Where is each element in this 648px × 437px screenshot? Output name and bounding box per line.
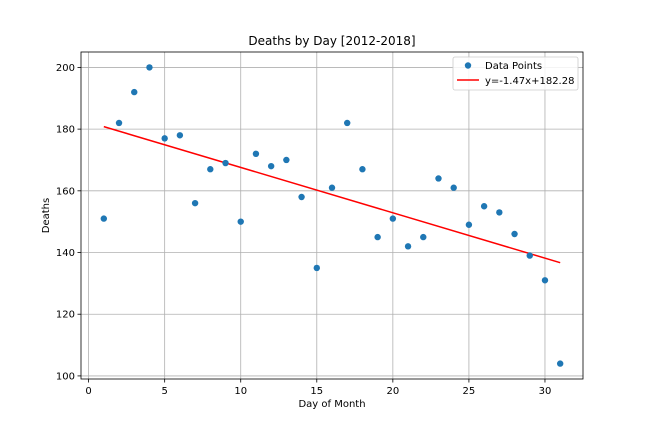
- data-point: [359, 166, 366, 173]
- data-point: [344, 119, 351, 127]
- plot-frame: [80, 51, 584, 380]
- data-point: [191, 199, 199, 207]
- data-point: [313, 264, 320, 272]
- data-point: [389, 215, 397, 222]
- chart-title: Deaths by Day [2012-2018]: [248, 34, 415, 48]
- x-tick-label: 20: [386, 386, 399, 397]
- data-point: [480, 203, 488, 210]
- y-tick-label: 200: [56, 63, 75, 74]
- x-tick-label: 30: [539, 386, 552, 397]
- y-axis-label: Deaths: [41, 198, 52, 233]
- data-point: [283, 156, 290, 164]
- data-point: [222, 159, 229, 167]
- fit-line: [103, 125, 561, 264]
- data-point: [161, 135, 168, 142]
- data-point: [556, 360, 564, 367]
- y-tick-label: 140: [56, 248, 75, 259]
- y-tick-label: 100: [56, 371, 75, 382]
- legend: Data Points y=-1.47x+182.28: [452, 56, 579, 91]
- data-point: [115, 119, 123, 127]
- grid-lines: [81, 52, 583, 379]
- data-point: [100, 215, 108, 222]
- data-point: [404, 243, 412, 250]
- data-point: [131, 88, 138, 96]
- data-point: [541, 277, 549, 284]
- data-point: [526, 252, 533, 259]
- data-point: [176, 132, 184, 139]
- data-point: [237, 218, 244, 225]
- y-tick-label: 120: [56, 310, 75, 321]
- data-point: [252, 150, 260, 158]
- data-point: [267, 162, 275, 170]
- data-point: [465, 221, 473, 228]
- x-tick-label: 15: [310, 386, 323, 397]
- data-point: [146, 64, 153, 71]
- x-axis-label: Day of Month: [298, 399, 365, 410]
- legend-marker-data-points: [464, 62, 472, 69]
- legend-label-fit-line: y=-1.47x+182.28: [485, 76, 574, 87]
- x-tick-label: 25: [463, 386, 476, 397]
- data-point: [328, 184, 336, 191]
- data-point: [374, 233, 381, 241]
- data-point: [511, 230, 518, 238]
- x-tick-label: 0: [85, 386, 91, 397]
- legend-box: [452, 56, 579, 91]
- data-point: [298, 193, 305, 201]
- y-tick-label: 180: [56, 125, 75, 136]
- data-point: [450, 184, 457, 191]
- legend-label-data-points: Data Points: [485, 61, 542, 72]
- data-point: [496, 209, 503, 216]
- data-point: [420, 233, 427, 241]
- data-point: [207, 166, 214, 173]
- y-tick-label: 160: [56, 186, 75, 197]
- data-point: [435, 175, 442, 182]
- x-tick-label: 5: [161, 386, 167, 397]
- x-tick-label: 10: [234, 386, 247, 397]
